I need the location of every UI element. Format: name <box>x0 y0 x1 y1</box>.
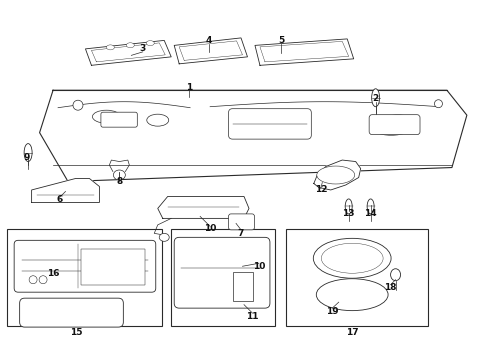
Ellipse shape <box>159 233 169 241</box>
Ellipse shape <box>93 110 121 123</box>
FancyBboxPatch shape <box>14 240 156 292</box>
FancyBboxPatch shape <box>101 112 137 127</box>
FancyBboxPatch shape <box>20 298 123 327</box>
FancyBboxPatch shape <box>228 214 254 230</box>
Ellipse shape <box>106 45 114 50</box>
Ellipse shape <box>372 115 417 135</box>
Bar <box>286 229 428 326</box>
Text: 13: 13 <box>343 209 355 218</box>
FancyBboxPatch shape <box>174 237 270 308</box>
Polygon shape <box>174 38 247 64</box>
Ellipse shape <box>147 114 169 126</box>
FancyBboxPatch shape <box>369 115 420 135</box>
Text: 6: 6 <box>56 195 63 204</box>
Polygon shape <box>40 90 467 181</box>
Text: 17: 17 <box>346 328 359 337</box>
Bar <box>7 229 162 326</box>
Ellipse shape <box>371 89 380 107</box>
Text: 2: 2 <box>372 94 379 103</box>
Ellipse shape <box>126 43 134 48</box>
Text: 3: 3 <box>140 44 146 53</box>
Bar <box>171 229 275 326</box>
Ellipse shape <box>367 199 374 214</box>
Text: 10: 10 <box>204 224 216 233</box>
Ellipse shape <box>29 276 37 284</box>
Polygon shape <box>32 179 99 202</box>
Text: 15: 15 <box>70 328 83 337</box>
FancyBboxPatch shape <box>228 109 311 139</box>
Text: 12: 12 <box>315 185 327 194</box>
Ellipse shape <box>435 100 442 108</box>
Ellipse shape <box>24 144 32 162</box>
Text: 10: 10 <box>253 262 265 271</box>
Polygon shape <box>314 160 361 190</box>
Ellipse shape <box>39 276 47 284</box>
Text: 18: 18 <box>384 283 397 292</box>
Bar <box>233 272 253 301</box>
Text: 19: 19 <box>326 307 339 316</box>
Polygon shape <box>85 40 171 65</box>
Text: 16: 16 <box>47 269 59 278</box>
Polygon shape <box>158 197 249 219</box>
Text: 14: 14 <box>365 209 377 218</box>
Text: 8: 8 <box>116 177 122 186</box>
Ellipse shape <box>391 269 400 281</box>
Text: 9: 9 <box>24 153 30 162</box>
Polygon shape <box>255 39 354 65</box>
Ellipse shape <box>321 243 383 273</box>
Ellipse shape <box>113 170 125 180</box>
Text: 11: 11 <box>246 312 259 321</box>
Ellipse shape <box>317 279 388 311</box>
Text: 1: 1 <box>186 83 192 92</box>
Ellipse shape <box>73 100 83 110</box>
Ellipse shape <box>345 199 352 214</box>
Bar <box>81 249 145 285</box>
Text: 5: 5 <box>278 36 284 45</box>
Ellipse shape <box>317 166 355 184</box>
Ellipse shape <box>313 238 391 278</box>
Text: 7: 7 <box>238 229 244 238</box>
Ellipse shape <box>147 41 154 46</box>
Text: 4: 4 <box>206 36 212 45</box>
